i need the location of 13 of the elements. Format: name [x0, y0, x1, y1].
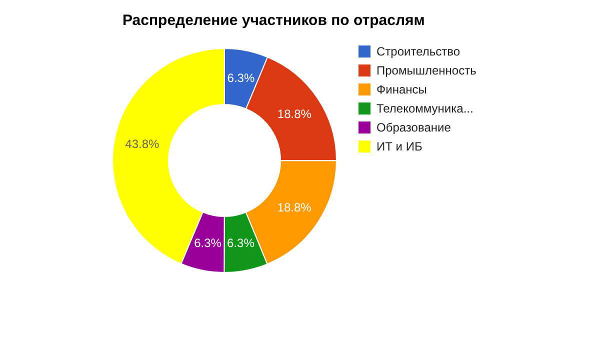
- data-label: 18.8%: [277, 106, 312, 121]
- legend-label: Строительство: [376, 44, 460, 58]
- legend-label: ИТ и ИБ: [376, 140, 422, 154]
- data-label: 18.8%: [277, 200, 312, 214]
- legend-label: Финансы: [376, 82, 427, 96]
- chart-title: Распределение участников по отраслям: [122, 12, 425, 29]
- data-label: 43.8%: [125, 136, 160, 151]
- data-label: 6.3%: [227, 71, 255, 86]
- legend-label: Промышленность: [376, 64, 476, 78]
- data-label: 6.3%: [227, 236, 255, 250]
- legend-label: Телекоммуника...: [376, 102, 474, 116]
- data-label: 6.3%: [194, 236, 222, 250]
- legend-label: Образование: [376, 120, 452, 134]
